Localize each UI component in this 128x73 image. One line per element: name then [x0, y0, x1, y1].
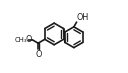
- Text: O: O: [35, 50, 42, 59]
- Text: O: O: [26, 35, 32, 44]
- Text: O: O: [26, 39, 28, 40]
- Text: OH: OH: [77, 13, 89, 22]
- Text: CH₃: CH₃: [15, 37, 27, 43]
